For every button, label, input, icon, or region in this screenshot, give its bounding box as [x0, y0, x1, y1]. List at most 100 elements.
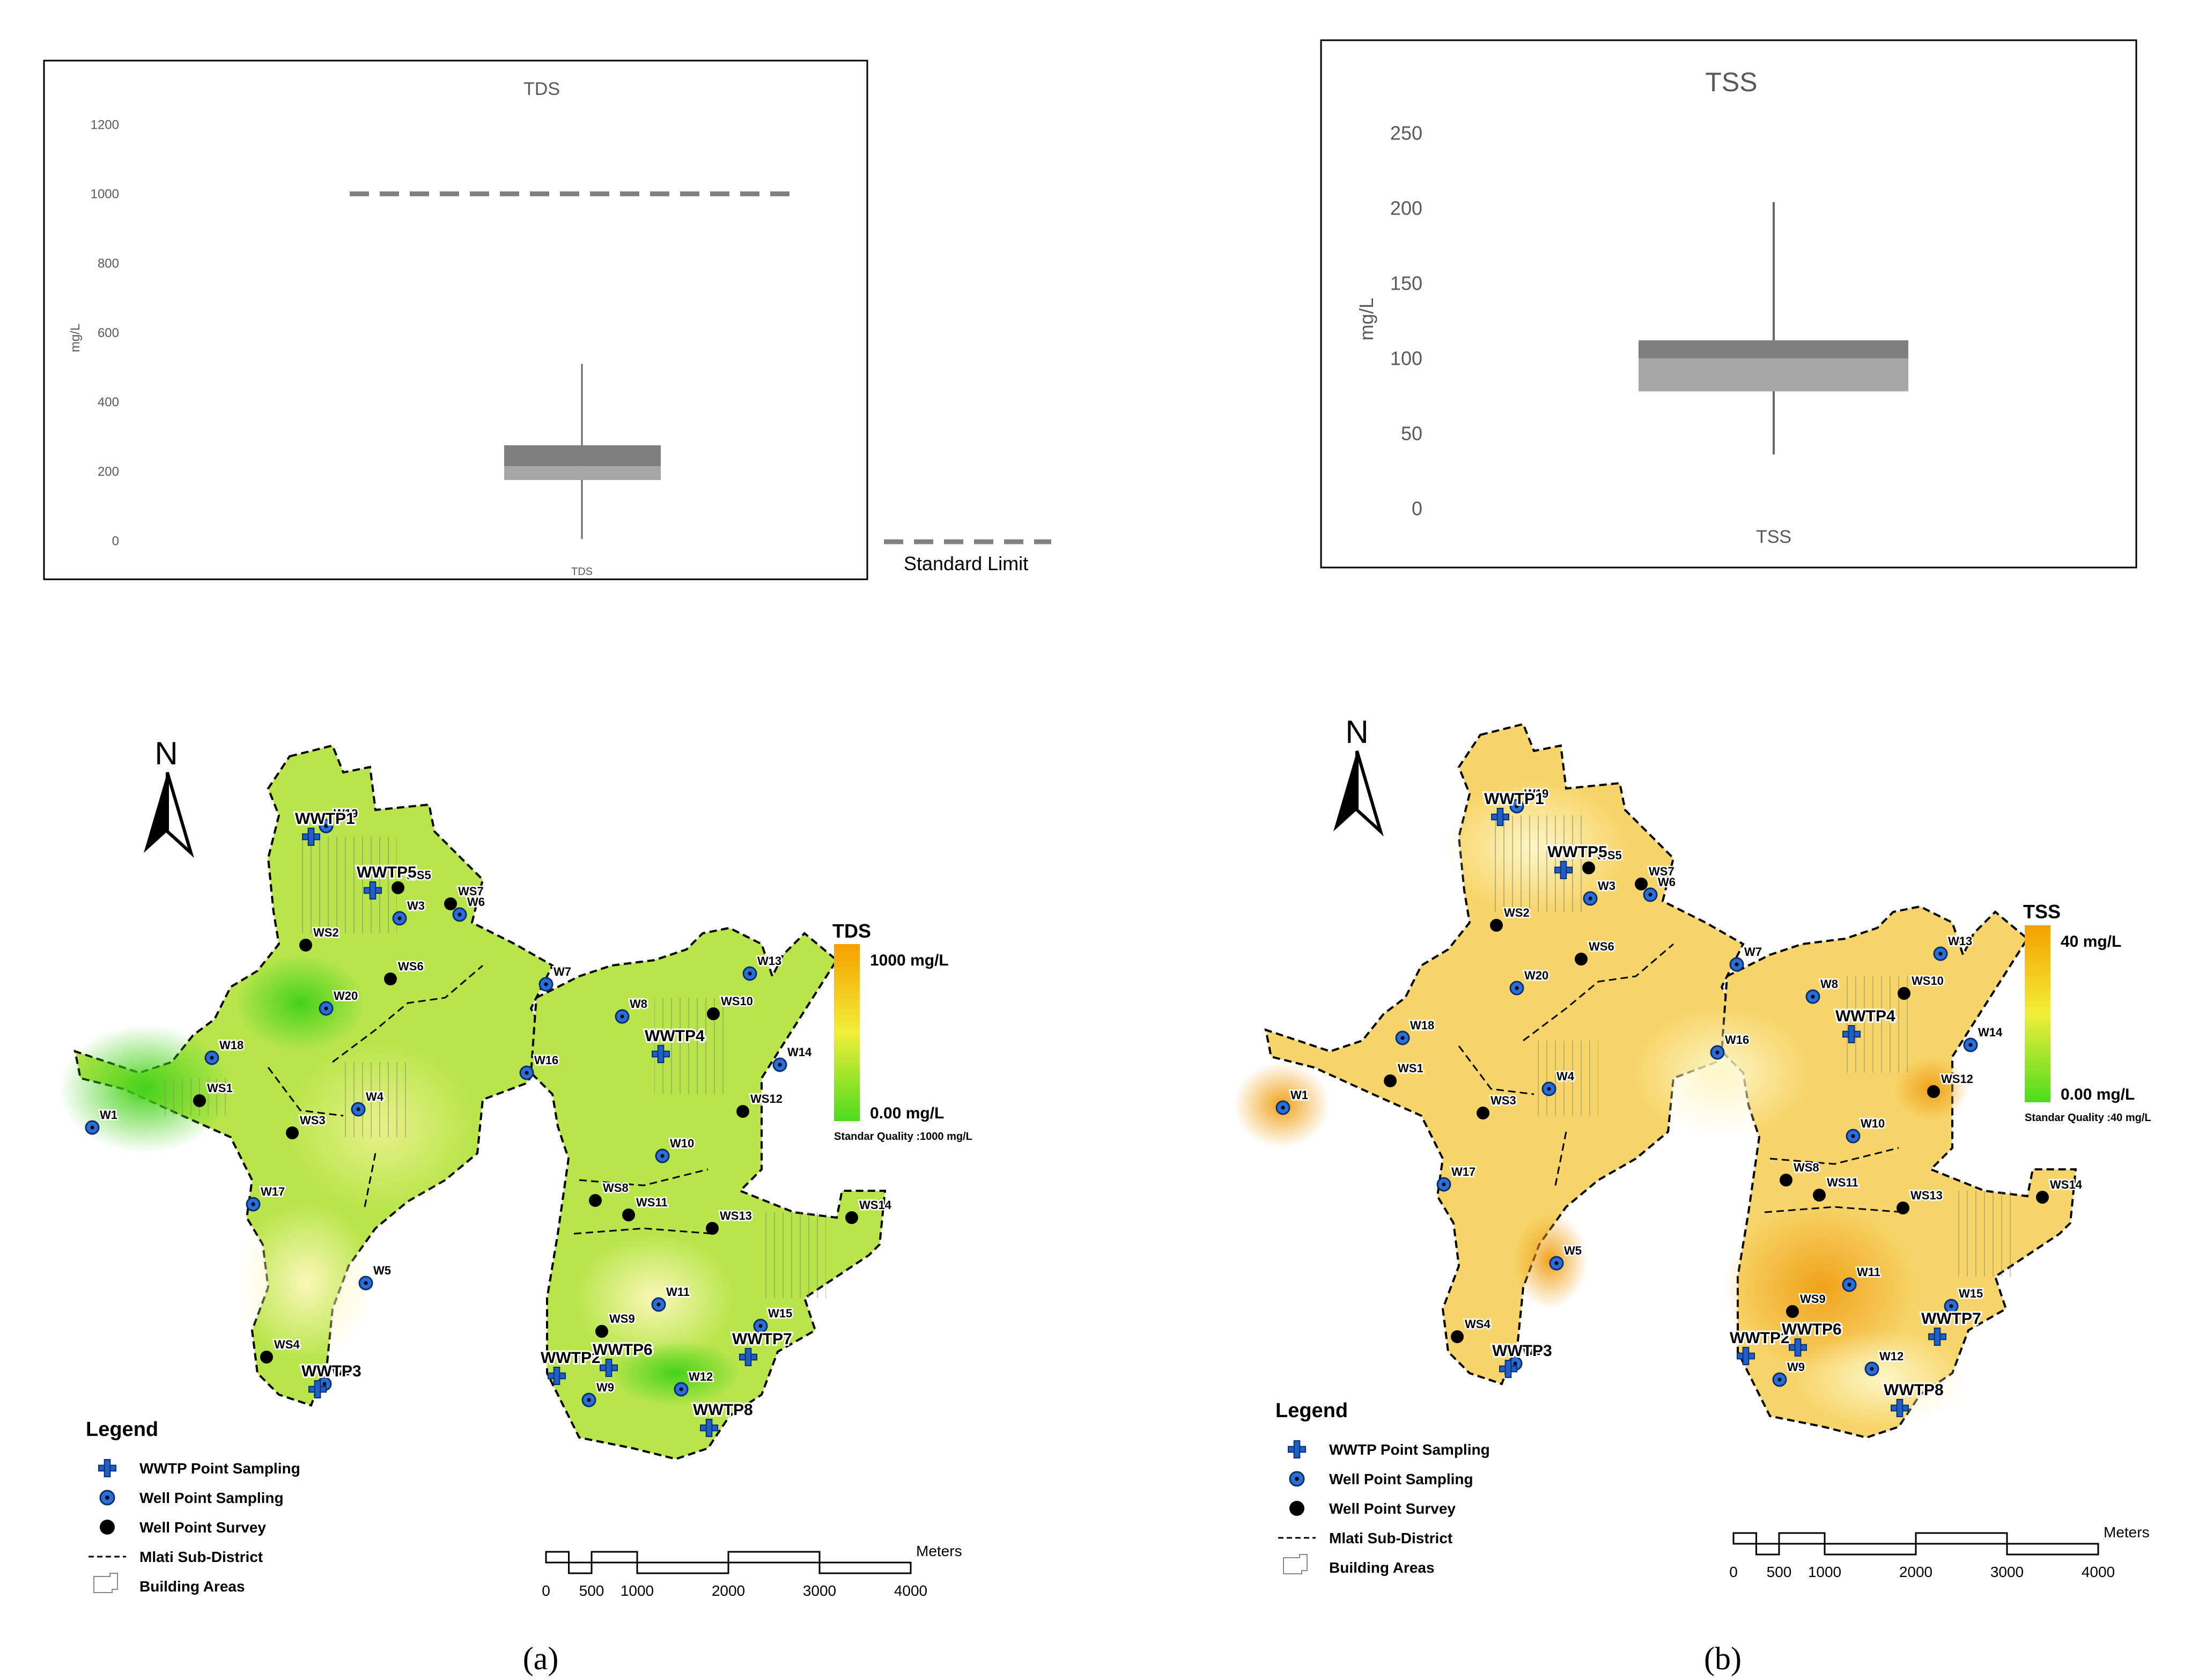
black-dot-icon — [1477, 1107, 1489, 1119]
scalebar-label: 500 — [1767, 1564, 1792, 1580]
site-label: W7 — [554, 965, 571, 978]
scalebar-segment — [727, 1551, 821, 1564]
site-label: W17 — [261, 1185, 285, 1198]
legend-item-label: WWTP Point Sampling — [139, 1460, 300, 1477]
internal-boundary — [1458, 943, 1905, 1213]
blue-dot-icon — [452, 907, 467, 922]
map-b: N TSS 40 mg/L 0.00 mg/L Standar Quali — [1234, 714, 2151, 1676]
site-label: WS11 — [1827, 1176, 1858, 1189]
tds-y-tick-label: 1000 — [91, 187, 119, 202]
site-label: WS3 — [1491, 1094, 1516, 1107]
site-label: W4 — [1556, 1070, 1575, 1083]
legend-item-label: Mlati Sub-District — [1329, 1530, 1452, 1546]
black-dot-icon — [1490, 919, 1503, 932]
site-label: WS3 — [300, 1114, 326, 1127]
site-label: WS2 — [1504, 906, 1530, 919]
tss-y-tick-label: 100 — [1390, 348, 1422, 370]
scalebar-label: 3000 — [1990, 1564, 2024, 1580]
site-label: WS8 — [603, 1181, 629, 1195]
site-label: WS12 — [750, 1092, 783, 1106]
scalebar-segment — [591, 1551, 638, 1564]
site-label: WS10 — [1912, 974, 1944, 988]
site-label: W10 — [670, 1137, 694, 1150]
site-label: W15 — [768, 1307, 792, 1320]
site-label: W1 — [100, 1108, 117, 1122]
panel-label-a: (a) — [523, 1641, 559, 1676]
site-label: WS9 — [1800, 1292, 1826, 1306]
site-label: WS12 — [1941, 1072, 1973, 1086]
black-dot-icon — [1927, 1085, 1940, 1098]
blue-cross-icon — [1554, 861, 1573, 879]
blue-cross-icon — [364, 881, 382, 900]
black-dot-icon — [736, 1105, 749, 1118]
blue-dot-icon — [742, 966, 757, 981]
tss-scale-title: TSS — [2023, 901, 2061, 923]
site-label: W6 — [467, 895, 485, 909]
site-label: WS9 — [609, 1312, 635, 1325]
blue-dot-icon — [99, 1490, 115, 1506]
blue-dot-icon — [772, 1057, 787, 1072]
site-label: WS13 — [1910, 1189, 1943, 1202]
site-label: WS4 — [1465, 1317, 1491, 1331]
tss-chart-ylabel: mg/L — [1355, 298, 1377, 341]
site-label: WWTP3 — [1492, 1342, 1552, 1360]
building-outline-icon — [93, 1573, 118, 1593]
legend-item-label: WWTP Point Sampling — [1329, 1441, 1490, 1458]
tss-box-upper — [1639, 340, 1908, 358]
north-arrow-icon: N — [1333, 714, 1384, 837]
black-dot-icon — [1635, 878, 1648, 890]
blue-cross-icon — [652, 1045, 670, 1063]
legend-item-label: Building Areas — [1329, 1559, 1435, 1576]
internal-boundary — [267, 964, 714, 1235]
black-dot-icon — [1289, 1501, 1304, 1516]
blue-dot-icon — [246, 1197, 261, 1212]
blue-dot-icon — [538, 977, 554, 992]
site-label: W13 — [1948, 934, 1972, 948]
site-label: W18 — [219, 1038, 244, 1052]
blue-dot-icon — [1710, 1045, 1725, 1060]
map-a-scalebar: 0 500 1000 2000 3000 4000 Meters — [542, 1543, 962, 1599]
scalebar-label: 0 — [1729, 1564, 1738, 1580]
tss-category-label: TSS — [1756, 527, 1791, 547]
site-label: W4 — [366, 1090, 384, 1103]
blue-dot-icon — [351, 1102, 366, 1117]
blue-dot-icon — [1549, 1256, 1564, 1271]
scalebar-segment — [2006, 1543, 2099, 1556]
standard-limit-legend-label: Standard Limit — [904, 552, 1028, 574]
black-dot-icon — [707, 1007, 720, 1020]
blue-cross-icon — [548, 1367, 566, 1385]
map-b-scalebar: 0 500 1000 2000 3000 4000 Meters — [1729, 1524, 2149, 1580]
tss-y-tick-label: 50 — [1401, 423, 1422, 445]
site-label: W18 — [1410, 1019, 1434, 1032]
blue-cross-icon — [1891, 1399, 1909, 1417]
legend-item-label: Building Areas — [139, 1578, 245, 1595]
site-label: WS14 — [859, 1198, 892, 1212]
tds-y-ticks: 0 200 400 600 800 1000 1200 — [91, 117, 119, 548]
tss-chart-frame — [1320, 39, 2137, 569]
map-a-legend: Legend WWTP Point Sampling Well Point Samp… — [86, 1418, 300, 1595]
site-label: WS11 — [636, 1196, 668, 1209]
site-label: W2 — [1523, 1344, 1540, 1358]
site-label: W13 — [757, 954, 781, 968]
site-label: WWTP6 — [593, 1341, 653, 1359]
blue-dot-icon — [392, 911, 407, 926]
site-label: WWTP6 — [1782, 1321, 1842, 1338]
blue-dot-icon — [1842, 1277, 1857, 1292]
black-dot-icon — [1451, 1330, 1464, 1343]
blue-cross-icon — [1491, 808, 1509, 826]
site-label: WWTP4 — [1835, 1007, 1895, 1025]
map-a-sampling-points: WS1 WS2 WS3 WS4 WS5 WS6 WS7 WS8 WS9 WS10 WS11 WS12 W… — [85, 806, 893, 1437]
tss-chart-title: TSS — [1705, 67, 1757, 97]
tds-scale-bar — [834, 944, 860, 1121]
blue-dot-icon — [1933, 946, 1948, 961]
site-label: W19 — [334, 807, 358, 820]
legend-item-label: Mlati Sub-District — [139, 1549, 263, 1565]
site-label: WS7 — [1649, 865, 1674, 878]
black-dot-icon — [1780, 1174, 1792, 1187]
scalebar-label: 4000 — [894, 1582, 927, 1599]
blue-dot-icon — [319, 819, 334, 834]
building-outline-icon — [1283, 1554, 1308, 1574]
legend-item-label: Well Point Sampling — [1329, 1471, 1473, 1487]
blue-dot-icon — [1805, 989, 1820, 1004]
